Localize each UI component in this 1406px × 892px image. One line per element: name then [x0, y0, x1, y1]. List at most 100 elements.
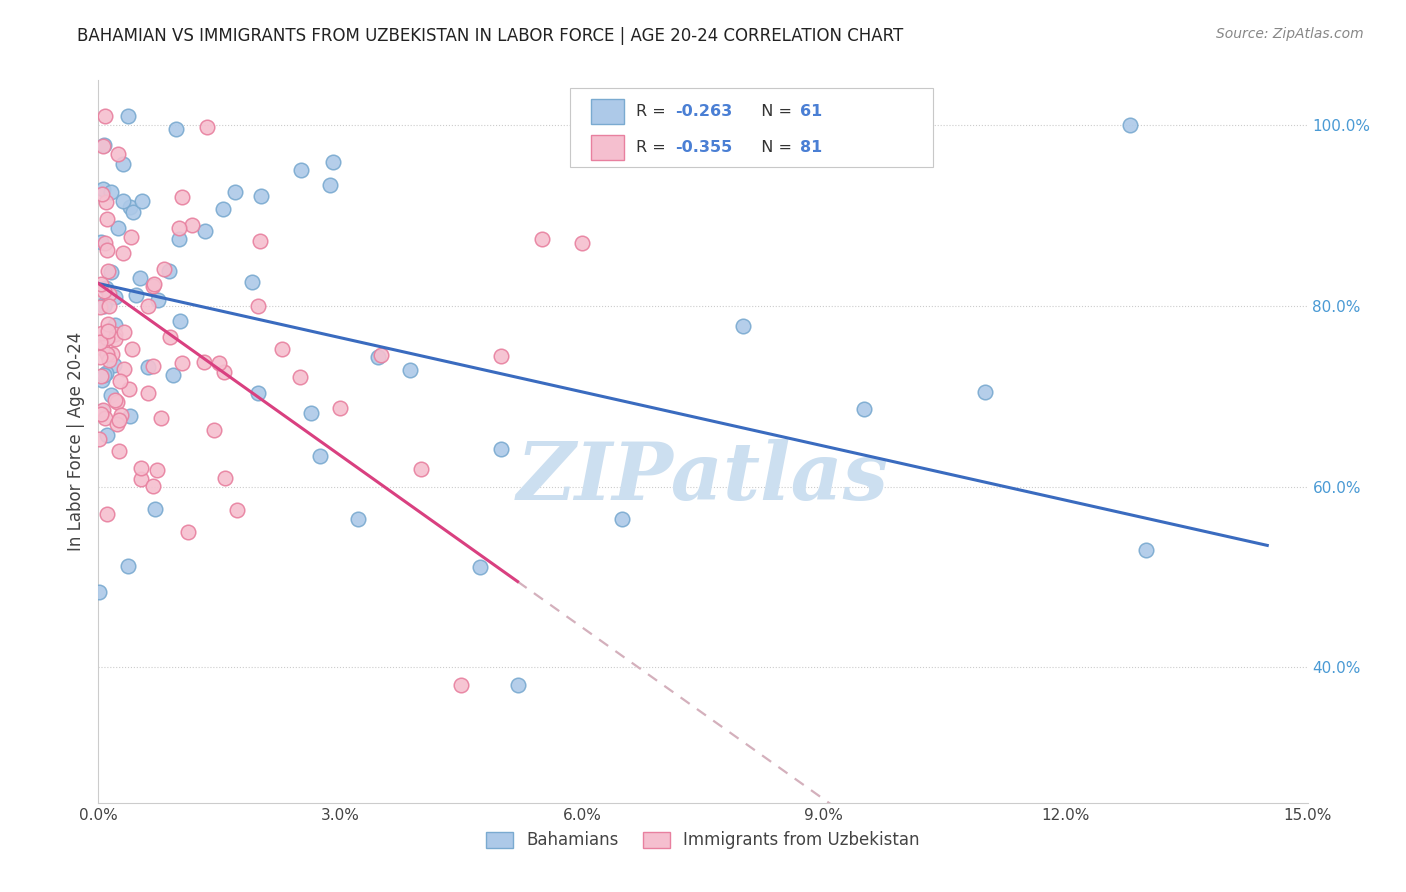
- Point: [111, 245, 134, 260]
- Point: [733, 318, 755, 333]
- Point: [97, 264, 120, 278]
- Point: [90, 407, 112, 421]
- Point: [121, 205, 143, 219]
- Text: 61: 61: [800, 103, 823, 119]
- Point: [103, 290, 125, 304]
- Text: R =: R =: [637, 140, 672, 155]
- Point: [118, 409, 141, 424]
- Point: [90, 404, 112, 418]
- Point: [104, 318, 127, 333]
- Point: [530, 232, 553, 246]
- Point: [226, 503, 249, 517]
- Point: [90, 235, 112, 249]
- Point: [129, 461, 152, 475]
- Point: [1135, 543, 1157, 558]
- Point: [104, 393, 127, 408]
- Point: [290, 163, 312, 178]
- Point: [96, 428, 118, 442]
- Point: [470, 560, 492, 574]
- Point: [398, 363, 420, 377]
- Point: [93, 410, 115, 425]
- Point: [97, 299, 120, 313]
- Point: [104, 326, 127, 341]
- Point: [108, 375, 131, 389]
- Point: [96, 243, 118, 257]
- Point: [169, 232, 191, 246]
- Point: [93, 368, 115, 382]
- Point: [96, 212, 118, 227]
- Point: [91, 403, 114, 417]
- Point: [107, 221, 129, 235]
- Point: [96, 366, 118, 380]
- Point: [176, 524, 198, 539]
- Point: [129, 472, 152, 486]
- Point: [506, 678, 529, 692]
- Point: [409, 462, 432, 476]
- Point: [240, 275, 263, 289]
- FancyBboxPatch shape: [591, 135, 624, 161]
- Point: [249, 188, 271, 202]
- Point: [202, 423, 225, 437]
- Point: [94, 235, 117, 250]
- Point: [100, 388, 122, 402]
- Point: [121, 342, 143, 356]
- Point: [118, 200, 141, 214]
- Point: [153, 262, 176, 277]
- Text: 81: 81: [800, 140, 823, 155]
- Point: [125, 287, 148, 301]
- Point: [111, 194, 134, 208]
- Point: [162, 368, 184, 383]
- Point: [288, 369, 311, 384]
- Point: [299, 406, 322, 420]
- Point: [193, 355, 215, 369]
- Point: [89, 334, 111, 349]
- Text: R =: R =: [637, 103, 672, 119]
- Point: [329, 401, 352, 416]
- Point: [169, 314, 191, 328]
- Point: [91, 139, 114, 153]
- Point: [96, 281, 118, 295]
- Point: [107, 147, 129, 161]
- Point: [612, 121, 634, 136]
- Point: [612, 511, 634, 525]
- Point: [309, 450, 332, 464]
- Text: N =: N =: [751, 140, 797, 155]
- Point: [93, 284, 115, 298]
- Text: BAHAMIAN VS IMMIGRANTS FROM UZBEKISTAN IN LABOR FORCE | AGE 20-24 CORRELATION CH: BAHAMIAN VS IMMIGRANTS FROM UZBEKISTAN I…: [77, 27, 904, 45]
- FancyBboxPatch shape: [591, 99, 624, 124]
- Point: [346, 511, 368, 525]
- Point: [450, 678, 472, 692]
- Point: [101, 347, 124, 361]
- Point: [117, 558, 139, 573]
- Point: [89, 432, 111, 446]
- Text: ZIPatlas: ZIPatlas: [517, 439, 889, 516]
- Point: [211, 202, 233, 216]
- Point: [212, 365, 235, 379]
- Point: [112, 157, 135, 171]
- Point: [142, 277, 165, 291]
- Point: [87, 585, 110, 599]
- Point: [93, 182, 115, 196]
- Point: [195, 120, 218, 135]
- Point: [112, 362, 135, 376]
- Point: [214, 471, 236, 485]
- Legend: Bahamians, Immigrants from Uzbekistan: Bahamians, Immigrants from Uzbekistan: [479, 824, 927, 856]
- Point: [94, 109, 117, 123]
- Point: [108, 443, 131, 458]
- Point: [93, 138, 115, 153]
- Point: [146, 463, 169, 477]
- Text: N =: N =: [751, 103, 797, 119]
- Point: [90, 277, 112, 291]
- Point: [90, 334, 112, 349]
- Point: [100, 185, 122, 199]
- Point: [1119, 119, 1142, 133]
- Point: [149, 411, 172, 425]
- Point: [249, 234, 271, 248]
- Point: [96, 347, 118, 361]
- Point: [131, 194, 153, 208]
- Point: [114, 325, 136, 339]
- Point: [110, 408, 132, 422]
- Point: [105, 394, 128, 409]
- Point: [103, 358, 125, 372]
- Point: [136, 386, 159, 401]
